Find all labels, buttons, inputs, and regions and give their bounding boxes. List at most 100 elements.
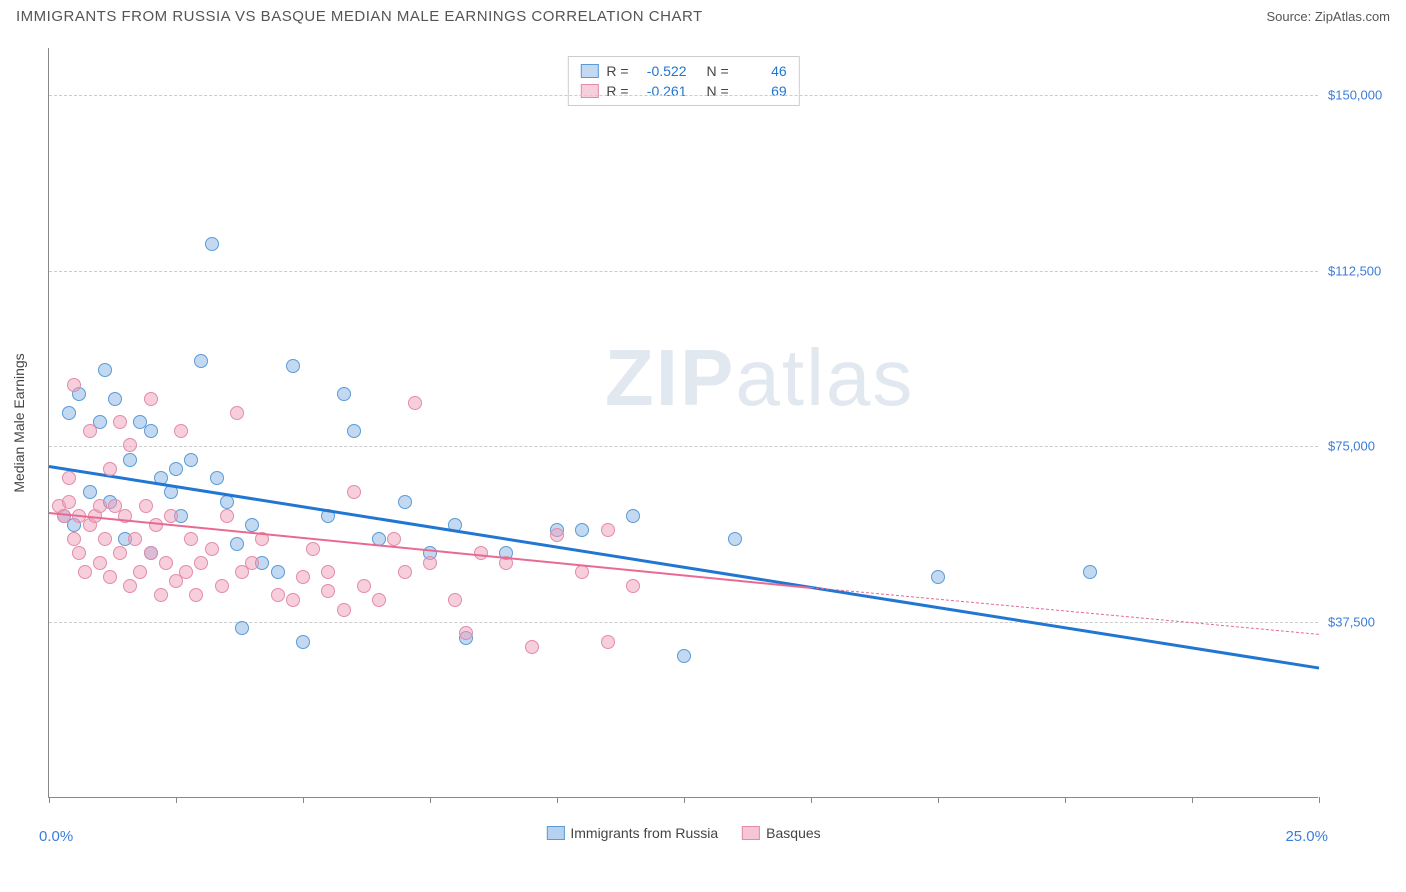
data-point: [245, 556, 259, 570]
r-value: -0.522: [637, 63, 687, 79]
legend-label: Immigrants from Russia: [570, 825, 718, 841]
data-point: [174, 424, 188, 438]
r-label: R =: [606, 83, 628, 99]
data-point: [677, 649, 691, 663]
data-point: [230, 537, 244, 551]
y-axis-label: Median Male Earnings: [11, 353, 27, 492]
legend-label: Basques: [766, 825, 820, 841]
data-point: [98, 363, 112, 377]
data-point: [525, 640, 539, 654]
data-point: [144, 424, 158, 438]
data-point: [230, 406, 244, 420]
data-point: [78, 565, 92, 579]
data-point: [62, 495, 76, 509]
scatter-chart: Median Male Earnings ZIPatlas R =-0.522N…: [48, 48, 1318, 798]
legend-swatch: [580, 84, 598, 98]
y-tick-label: $37,500: [1328, 615, 1398, 630]
x-tick: [1192, 797, 1193, 803]
data-point: [296, 570, 310, 584]
data-point: [1083, 565, 1097, 579]
data-point: [296, 635, 310, 649]
data-point: [601, 523, 615, 537]
data-point: [93, 499, 107, 513]
data-point: [271, 588, 285, 602]
data-point: [194, 354, 208, 368]
stats-legend: R =-0.522N =46R =-0.261N =69: [567, 56, 799, 106]
data-point: [372, 593, 386, 607]
x-tick: [303, 797, 304, 803]
y-tick-label: $75,000: [1328, 439, 1398, 454]
legend-item: Immigrants from Russia: [546, 825, 718, 841]
data-point: [194, 556, 208, 570]
data-point: [189, 588, 203, 602]
x-axis-max: 25.0%: [1285, 828, 1328, 845]
trend-line: [49, 512, 811, 589]
n-value: 46: [737, 63, 787, 79]
data-point: [62, 406, 76, 420]
data-point: [113, 546, 127, 560]
data-point: [154, 588, 168, 602]
series-legend: Immigrants from Russia Basques: [546, 825, 820, 841]
data-point: [62, 471, 76, 485]
legend-swatch: [742, 826, 760, 840]
data-point: [103, 462, 117, 476]
data-point: [550, 528, 564, 542]
x-axis-min: 0.0%: [39, 828, 73, 845]
data-point: [626, 509, 640, 523]
data-point: [601, 635, 615, 649]
data-point: [321, 565, 335, 579]
x-tick: [557, 797, 558, 803]
data-point: [164, 509, 178, 523]
x-tick: [176, 797, 177, 803]
data-point: [144, 392, 158, 406]
data-point: [144, 546, 158, 560]
data-point: [337, 387, 351, 401]
r-value: -0.261: [637, 83, 687, 99]
data-point: [67, 378, 81, 392]
data-point: [98, 532, 112, 546]
grid-line: [49, 271, 1318, 272]
data-point: [245, 518, 259, 532]
x-tick: [430, 797, 431, 803]
data-point: [459, 626, 473, 640]
data-point: [398, 565, 412, 579]
data-point: [321, 584, 335, 598]
data-point: [113, 415, 127, 429]
data-point: [357, 579, 371, 593]
data-point: [220, 495, 234, 509]
x-tick: [49, 797, 50, 803]
data-point: [184, 532, 198, 546]
data-point: [286, 359, 300, 373]
data-point: [123, 438, 137, 452]
data-point: [179, 565, 193, 579]
data-point: [72, 546, 86, 560]
data-point: [398, 495, 412, 509]
r-label: R =: [606, 63, 628, 79]
data-point: [408, 396, 422, 410]
data-point: [286, 593, 300, 607]
data-point: [83, 424, 97, 438]
stats-row: R =-0.522N =46: [580, 61, 786, 81]
data-point: [93, 556, 107, 570]
watermark: ZIPatlas: [605, 332, 914, 424]
data-point: [123, 453, 137, 467]
data-point: [67, 532, 81, 546]
x-tick: [684, 797, 685, 803]
data-point: [347, 485, 361, 499]
data-point: [139, 499, 153, 513]
data-point: [205, 542, 219, 556]
data-point: [306, 542, 320, 556]
data-point: [423, 556, 437, 570]
x-tick: [811, 797, 812, 803]
data-point: [575, 565, 589, 579]
n-label: N =: [707, 83, 729, 99]
y-tick-label: $150,000: [1328, 87, 1398, 102]
chart-title: IMMIGRANTS FROM RUSSIA VS BASQUE MEDIAN …: [16, 8, 703, 25]
data-point: [133, 565, 147, 579]
data-point: [108, 392, 122, 406]
data-point: [931, 570, 945, 584]
grid-line: [49, 446, 1318, 447]
data-point: [448, 593, 462, 607]
data-point: [159, 556, 173, 570]
data-point: [169, 462, 183, 476]
